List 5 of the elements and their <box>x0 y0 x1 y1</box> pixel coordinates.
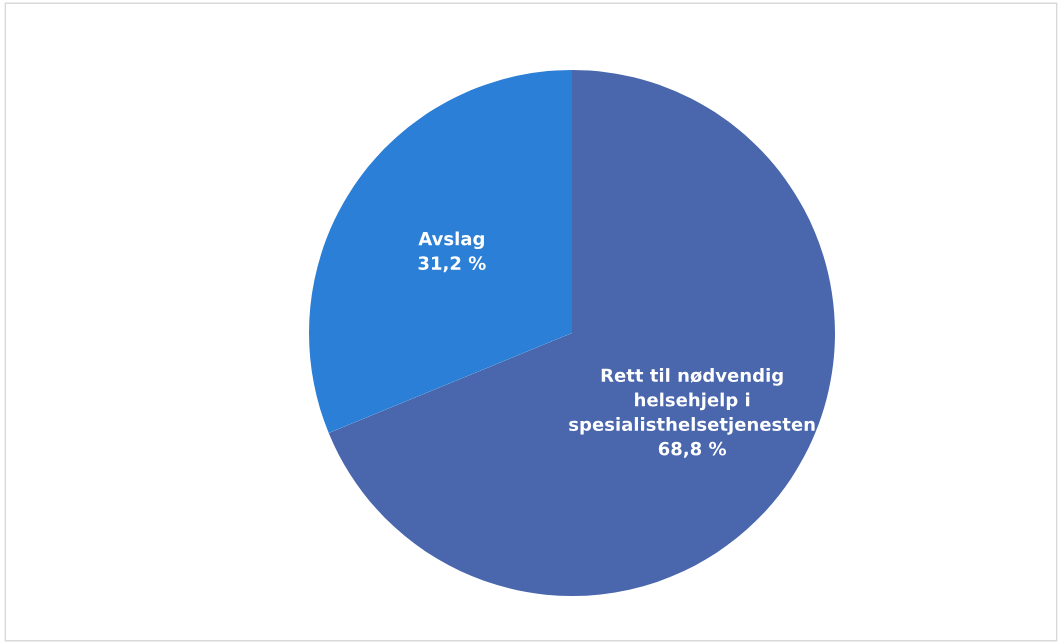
data-label: 68,8 % <box>658 441 727 458</box>
slice-label: Avslag <box>418 231 484 250</box>
pie-slice <box>328 70 835 596</box>
data-label: 31,2 % <box>418 256 486 273</box>
slice-label: Rett til nødvendig helsehjelp i spesialisthelsetjenesten <box>569 368 815 435</box>
